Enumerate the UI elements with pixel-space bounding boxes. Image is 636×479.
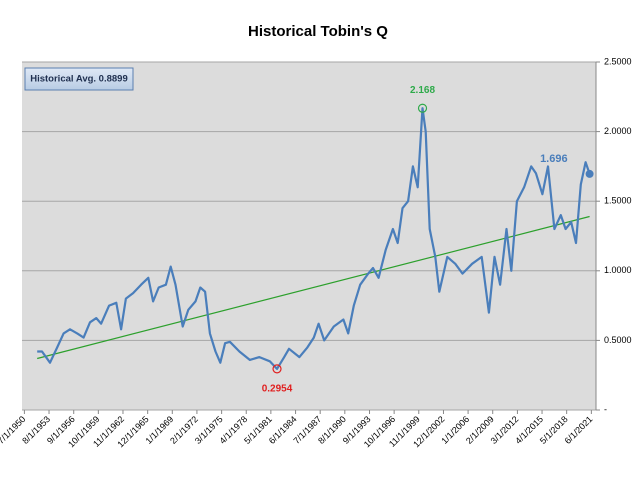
y-tick-label: 2.0000 [604, 126, 632, 136]
annotation-marker [417, 103, 428, 113]
plot-area [22, 62, 596, 410]
y-tick-label: 0.5000 [604, 335, 632, 345]
annotation-marker [272, 364, 282, 374]
end-marker [585, 169, 594, 178]
annotation-label: 2.168 [410, 85, 435, 96]
trend-line [37, 215, 590, 360]
series-line [37, 107, 591, 370]
y-tick-label: 1.0000 [604, 265, 632, 275]
y-tick-label: - [604, 404, 607, 414]
note-box [24, 67, 134, 91]
y-tick-label: 2.5000 [604, 56, 632, 66]
chart-title: Historical Tobin's Q [248, 23, 388, 40]
y-tick-label: 1.5000 [604, 196, 632, 206]
note-text: Historical Avg. 0.8899 [30, 74, 128, 85]
annotation-label: 0.2954 [262, 384, 293, 395]
annotation-label: 1.696 [540, 153, 568, 165]
